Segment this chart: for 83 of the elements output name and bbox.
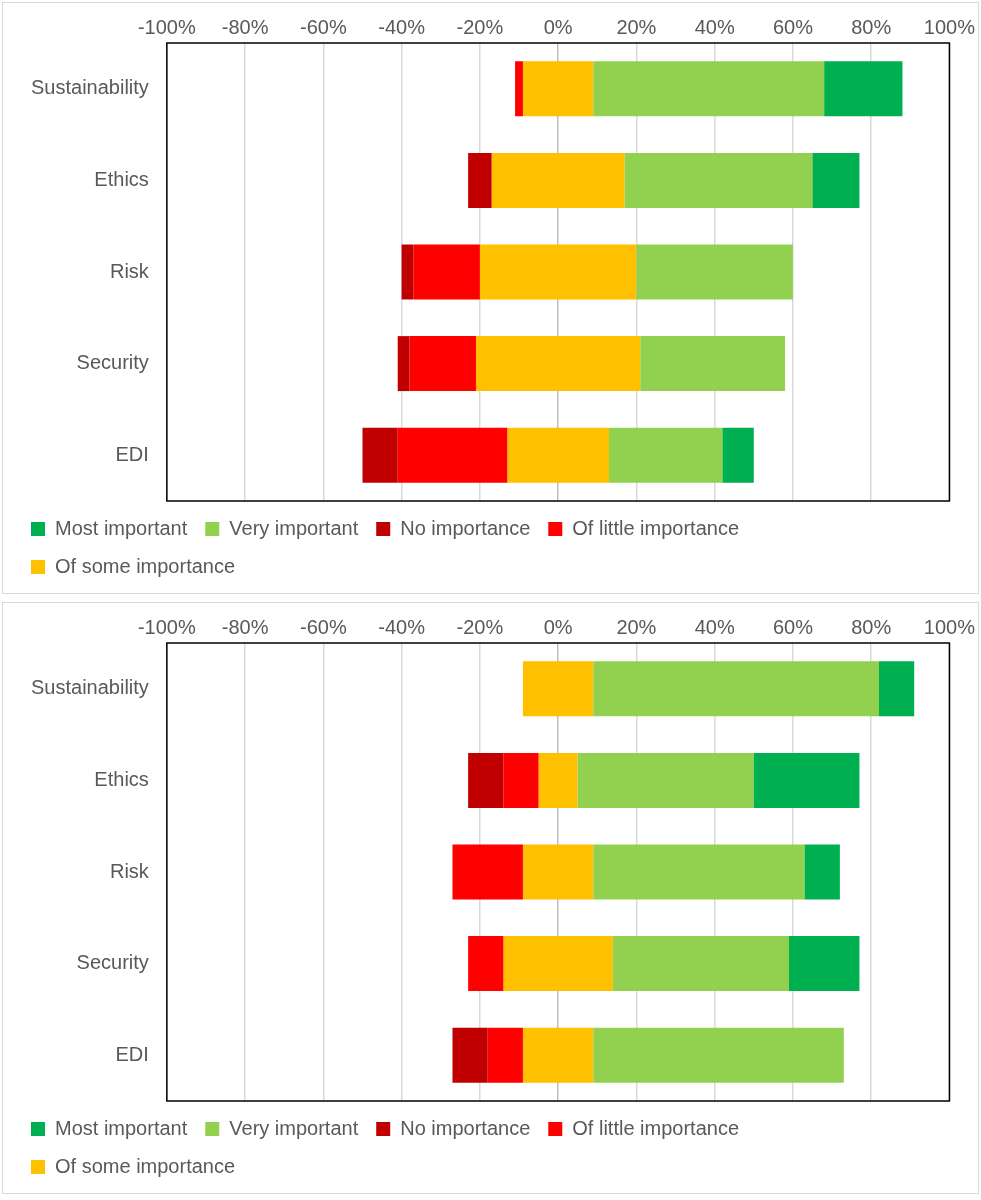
y-tick-label: EDI	[115, 442, 149, 465]
x-tick-label: 100%	[923, 15, 976, 38]
x-tick-label: 20%	[616, 615, 657, 638]
y-tick-label: Sustainability	[31, 676, 149, 699]
y-tick-label: Ethics	[94, 167, 149, 190]
bar	[503, 936, 613, 992]
legend-label: Most important	[55, 1116, 188, 1139]
bar	[722, 427, 754, 483]
x-tick-label: 100%	[923, 615, 976, 638]
bar	[487, 1027, 523, 1083]
bar	[515, 61, 523, 117]
bar	[397, 336, 410, 392]
x-tick-label: 60%	[772, 615, 814, 638]
bar	[522, 661, 594, 717]
x-tick-label: -60%	[300, 15, 347, 38]
bar	[413, 244, 480, 300]
bar	[636, 244, 793, 300]
bar	[397, 427, 508, 483]
bar	[577, 752, 754, 808]
bar	[612, 936, 789, 992]
bar	[640, 336, 786, 392]
x-tick-label: -60%	[300, 615, 347, 638]
bar	[522, 844, 594, 900]
bar	[804, 844, 840, 900]
x-tick-label: -20%	[456, 615, 504, 638]
x-tick-label: 0%	[543, 15, 573, 38]
bar	[503, 752, 539, 808]
y-tick-label: EDI	[115, 1042, 149, 1065]
bar	[593, 61, 825, 117]
bar	[362, 427, 398, 483]
x-tick-label: 40%	[694, 15, 735, 38]
x-tick-label: -80%	[221, 615, 269, 638]
bar	[538, 752, 578, 808]
x-tick-label: 0%	[543, 615, 573, 638]
bar	[491, 152, 625, 208]
y-tick-label: Risk	[109, 859, 150, 882]
x-tick-label: 40%	[694, 615, 735, 638]
bar	[593, 1027, 844, 1083]
legend-label: Very important	[229, 1116, 359, 1139]
bar	[468, 936, 504, 992]
x-tick-label: -100%	[137, 15, 196, 38]
bar	[522, 61, 594, 117]
x-tick-label: -20%	[456, 15, 504, 38]
x-tick-label: -100%	[137, 615, 196, 638]
bar	[609, 427, 723, 483]
x-tick-label: 60%	[772, 15, 814, 38]
y-tick-label: Risk	[109, 259, 150, 282]
bar	[475, 336, 641, 392]
legend-label: Very important	[229, 516, 359, 539]
bar	[878, 661, 915, 717]
y-tick-label: Sustainability	[31, 76, 149, 99]
legend-label: Of little importance	[572, 1116, 739, 1139]
y-tick-label: Security	[76, 351, 149, 374]
bar	[401, 244, 414, 300]
x-tick-label: -80%	[221, 15, 269, 38]
x-tick-label: 80%	[851, 615, 892, 638]
legend-label: Of some importance	[55, 554, 236, 577]
bar	[479, 244, 637, 300]
x-tick-label: 80%	[851, 15, 892, 38]
bar	[593, 844, 805, 900]
bar	[452, 844, 523, 900]
bar	[812, 152, 860, 208]
x-tick-label: 20%	[616, 15, 657, 38]
legend-label: Of some importance	[55, 1154, 236, 1177]
bar	[593, 661, 879, 717]
x-tick-label: -40%	[378, 615, 426, 638]
bar	[753, 752, 860, 808]
bar	[507, 427, 609, 483]
legend-label: No importance	[400, 516, 531, 539]
bar	[409, 336, 476, 392]
legend-label: Of little importance	[572, 516, 739, 539]
bar	[468, 152, 492, 208]
bar	[624, 152, 813, 208]
bar	[468, 752, 504, 808]
bar	[789, 936, 860, 992]
y-tick-label: Ethics	[94, 767, 149, 790]
bar	[522, 1027, 594, 1083]
bar	[824, 61, 903, 117]
x-tick-label: -40%	[378, 15, 426, 38]
y-tick-label: Security	[76, 951, 149, 974]
bar	[452, 1027, 488, 1083]
legend-label: No importance	[400, 1116, 531, 1139]
legend-label: Most important	[55, 516, 188, 539]
